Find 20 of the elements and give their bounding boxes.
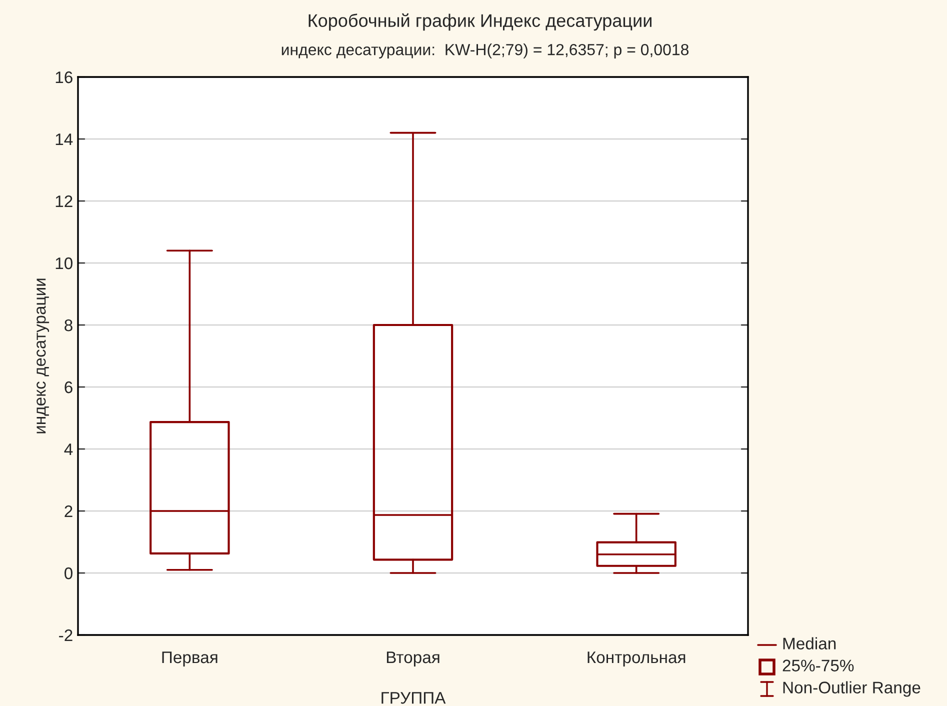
x-tick-label: Контрольная — [588, 652, 686, 667]
y-tick-label: 4 — [64, 444, 73, 456]
chart-subtitle: индекс десатурации: KW-H(2;79) = 12,6357; p = 0,0018 — [282, 44, 689, 58]
chart-title: Коробочный график Индекс десатурации — [308, 13, 652, 31]
y-tick-label: 10 — [56, 257, 72, 270]
y-tick-label: 0 — [64, 567, 72, 580]
y-tick-label: 16 — [56, 71, 72, 84]
y-tick-label: 12 — [56, 195, 72, 208]
y-tick-label: 8 — [64, 319, 72, 332]
y-tick-label: -2 — [59, 629, 72, 642]
y-axis-title: индекс десатурации — [36, 278, 50, 434]
text: Median — [783, 637, 836, 650]
x-axis-title: ГРУППА — [382, 692, 446, 704]
text: 25%-75% — [782, 660, 854, 672]
x-tick-label: Вторая — [386, 652, 440, 667]
y-tick-label: 6 — [64, 381, 72, 394]
x-tick-label: Первая — [162, 652, 218, 667]
y-tick-label: 2 — [64, 505, 72, 518]
y-tick-label: 14 — [56, 134, 73, 146]
text: Non-Outlier Range — [783, 681, 920, 697]
